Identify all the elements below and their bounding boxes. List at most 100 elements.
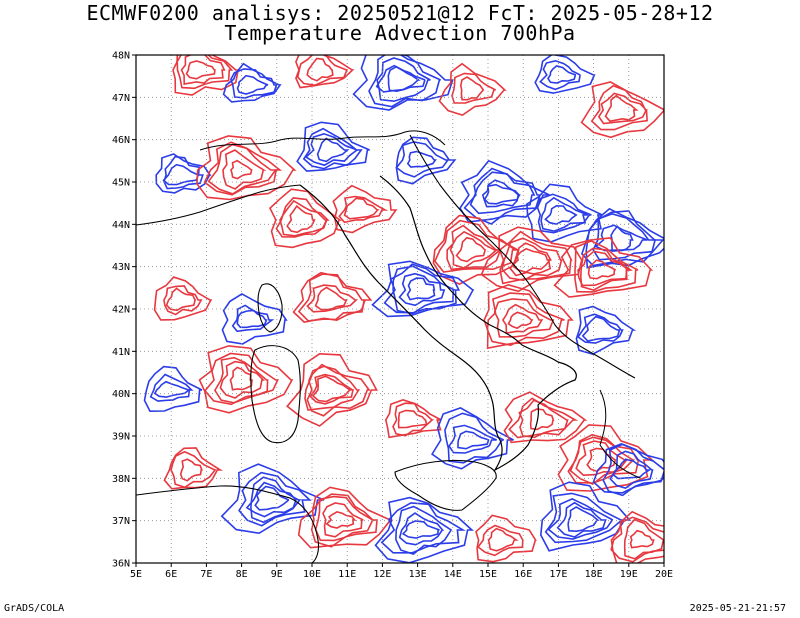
contour-line <box>371 260 475 318</box>
contour-line <box>611 458 653 480</box>
contour-line <box>231 304 275 333</box>
contour-line <box>577 313 624 344</box>
contour-line <box>269 188 343 249</box>
contour-line <box>306 57 334 82</box>
contour-line <box>222 62 282 103</box>
lon-tick-label: 10E <box>303 569 321 580</box>
contour-line <box>401 520 440 539</box>
contour-line <box>165 287 197 312</box>
contour-line <box>498 230 573 285</box>
contour-line <box>518 399 569 439</box>
lat-tick-label: 48N <box>112 51 130 62</box>
lon-tick-label: 14E <box>444 569 462 580</box>
contour-line <box>597 92 648 125</box>
contour-line <box>398 272 446 307</box>
contour-line <box>448 424 497 454</box>
contour-line <box>594 224 648 252</box>
contour-line <box>544 204 578 225</box>
contour-line <box>526 183 603 243</box>
contour-line <box>486 292 565 347</box>
lat-tick-label: 47N <box>112 93 130 104</box>
contour-line <box>586 447 617 473</box>
gridlines <box>136 55 664 563</box>
contour-line <box>310 493 378 548</box>
contour-line <box>198 345 294 414</box>
lat-tick-label: 39N <box>112 432 130 443</box>
contour-line <box>579 247 633 291</box>
latitude-axis: 48N 47N 46N 45N 44N 43N 42N 41N 40N 39N 38N 37N 36N <box>112 51 136 570</box>
contour-line <box>459 76 485 101</box>
contour-line <box>286 352 378 427</box>
contour-line <box>306 365 361 417</box>
contour-line <box>180 55 226 85</box>
contour-line <box>221 292 288 345</box>
contour-line <box>451 72 496 104</box>
contour-line <box>629 529 655 549</box>
contour-line <box>508 397 579 439</box>
contour-line <box>179 458 203 482</box>
contour-line <box>229 366 253 391</box>
contour-line <box>343 197 380 220</box>
contour-line <box>539 481 632 552</box>
contour-line <box>446 224 502 271</box>
contour-line <box>332 184 398 234</box>
coastlines <box>136 130 641 563</box>
contour-line <box>553 237 654 298</box>
contour-line <box>444 412 505 464</box>
contour-line <box>547 498 614 540</box>
contour-line <box>540 196 589 232</box>
contour-line <box>162 163 199 186</box>
contour-line <box>203 141 283 196</box>
contour-line <box>153 380 192 398</box>
contour-line <box>585 207 664 269</box>
lon-tick-label: 18E <box>585 569 603 580</box>
contour-line <box>149 373 194 402</box>
contour-line <box>395 136 457 185</box>
contour-line <box>316 137 350 163</box>
contour-line <box>581 315 621 342</box>
contour-line <box>501 303 544 335</box>
contour-line <box>172 55 240 96</box>
footer-software-label: GrADS/COLA <box>4 603 65 614</box>
contour-line <box>529 408 555 431</box>
contour-line <box>213 356 269 404</box>
contour-line <box>544 492 624 544</box>
contour-line <box>406 150 437 168</box>
lat-tick-label: 40N <box>112 389 130 400</box>
contour-line <box>567 506 600 533</box>
contour-line <box>459 159 550 223</box>
contour-line <box>384 399 442 439</box>
contour-line <box>398 512 445 546</box>
contour-line <box>463 167 542 225</box>
contour-line <box>304 363 371 411</box>
contour-line <box>602 443 664 497</box>
contour-line <box>238 471 312 527</box>
contour-line <box>511 247 552 274</box>
contour-line <box>574 240 639 293</box>
contour-line <box>374 496 474 563</box>
contour-line <box>567 433 640 484</box>
contour-line <box>534 55 596 94</box>
contour-line <box>338 195 389 224</box>
contour-line <box>236 74 269 95</box>
lon-tick-label: 19E <box>620 569 638 580</box>
contour-line <box>455 236 487 263</box>
contour-line <box>397 409 428 429</box>
contour-line <box>536 193 592 234</box>
contour-line <box>406 277 436 301</box>
lon-tick-label: 9E <box>271 569 283 580</box>
map-title: ECMWF0200 analisys: 20250521@12 FcT: 202… <box>86 1 714 25</box>
contour-line <box>295 55 355 89</box>
lon-tick-label: 20E <box>655 569 673 580</box>
contour-line <box>185 60 216 80</box>
contour-line <box>547 65 577 84</box>
contour-line <box>469 171 536 215</box>
lat-tick-label: 36N <box>112 559 130 570</box>
lat-tick-label: 44N <box>112 220 130 231</box>
contour-line <box>604 94 639 123</box>
contour-line <box>432 214 520 285</box>
contour-line <box>590 84 648 131</box>
contour-line <box>580 81 664 139</box>
contour-line <box>302 127 363 170</box>
